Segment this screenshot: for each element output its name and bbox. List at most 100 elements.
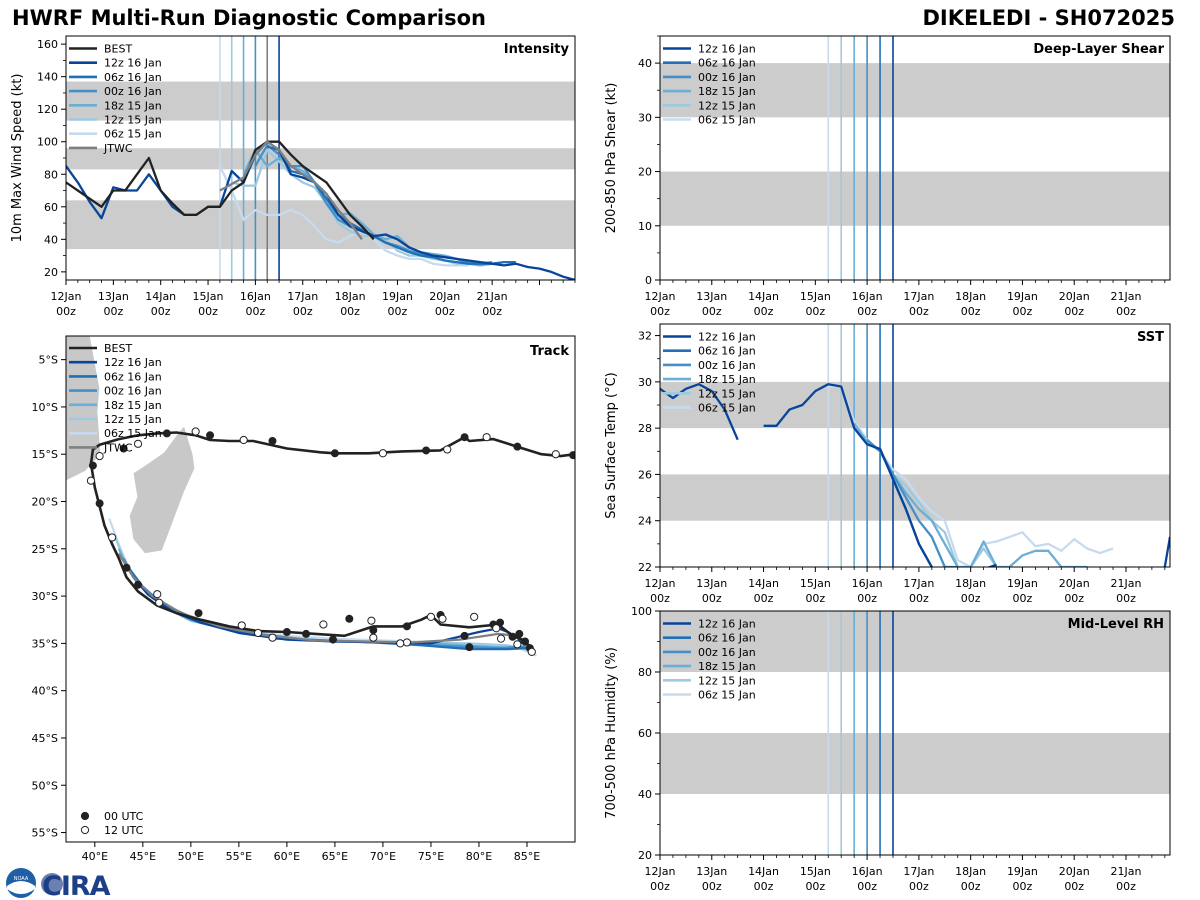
shear-xtick-label2-2: 00z: [754, 305, 774, 318]
rh-frame: [659, 610, 1171, 856]
intensity-xtick-label-7: 19Jan: [382, 290, 413, 303]
rh-legend-label-12z-16-jan: 12z 16 Jan: [698, 618, 756, 631]
track-marker-12utc-1: [482, 433, 491, 442]
sst-legend-label-18z-15-jan: 18z 15 Jan: [698, 373, 756, 386]
sst-xtick-label2-3: 00z: [805, 592, 825, 605]
track-legend-label-12utc: 12 UTC: [104, 824, 144, 837]
shear-legend-label-06z-15-jan: 06z 15 Jan: [698, 114, 756, 127]
track-marker-12utc-17: [369, 633, 378, 642]
track-marker-12utc-3: [378, 449, 388, 458]
track-marker-00utc-12: [134, 580, 143, 589]
rh-xtick-label2-4: 00z: [857, 880, 877, 893]
intensity-xtick-label-8: 20Jan: [429, 290, 460, 303]
intensity-xtick-label2-4: 00z: [246, 305, 266, 318]
track-marker-12utc-22: [492, 624, 501, 633]
intensity-xtick-label2-3: 00z: [198, 305, 218, 318]
track-marker-00utc-13: [194, 609, 203, 618]
sst-legend-label-06z-16-jan: 06z 16 Jan: [698, 345, 756, 358]
rh-legend-label-06z-15-jan: 06z 15 Jan: [698, 689, 756, 702]
shear-xtick-label-7: 19Jan: [1007, 290, 1038, 303]
track-marker-12utc-18: [402, 638, 412, 647]
intensity-xtick-label-0: 12Jan: [51, 290, 82, 303]
track-legend-label-18z-15-jan: 18z 15 Jan: [104, 399, 162, 412]
intensity-series-06z-15-jan: [218, 165, 469, 267]
track-xtick-label-6: 70°E: [370, 850, 396, 863]
track-marker-12utc-23: [496, 634, 506, 643]
track-marker-12utc-9: [107, 533, 117, 542]
shear-xtick-label-8: 20Jan: [1059, 290, 1090, 303]
track-marker-00utc-7: [162, 429, 171, 438]
track-xtick-label-8: 80°E: [466, 850, 492, 863]
rh-ytick-label-20: 20: [638, 849, 652, 862]
shear-xtick-label2-3: 00z: [805, 305, 825, 318]
intensity-xtick-label2-1: 00z: [103, 305, 123, 318]
sst-xtick-label2-1: 00z: [702, 592, 722, 605]
track-marker-12utc-13: [253, 628, 263, 638]
sst-xtick-label-3: 15Jan: [800, 577, 831, 590]
track-ytick-label-5: 30°S: [32, 590, 58, 603]
rh-legend-label-12z-15-jan: 12z 15 Jan: [698, 674, 756, 687]
rh-xtick-label2-7: 00z: [1013, 880, 1033, 893]
rh-xtick-label2-8: 00z: [1064, 880, 1084, 893]
rh-ytick-label-40: 40: [638, 788, 652, 801]
shear-xtick-label2-5: 00z: [909, 305, 929, 318]
sst-ytick-label-32: 32: [638, 330, 652, 343]
intensity-xtick-label2-6: 00z: [340, 305, 360, 318]
intensity-legend-label-best: BEST: [104, 43, 132, 56]
shear-frame: [659, 35, 1171, 281]
land-madagascar: [129, 425, 196, 554]
intensity-ytick-label-80: 80: [44, 168, 58, 181]
rh-ytick-label-80: 80: [638, 666, 652, 679]
rh-xtick-label-0: 12Jan: [645, 865, 676, 878]
rh-xtick-label-6: 18Jan: [955, 865, 986, 878]
track-marker-12utc-16: [367, 616, 376, 625]
track-legend-marker-12utc: [80, 825, 90, 835]
sst-ytick-label-24: 24: [638, 515, 652, 528]
shear-xtick-label-0: 12Jan: [645, 290, 676, 303]
intensity-legend-label-18z-15-jan: 18z 15 Jan: [104, 99, 162, 112]
sst-xtick-label-7: 19Jan: [1007, 577, 1038, 590]
intensity-legend-label-06z-15-jan: 06z 15 Jan: [104, 128, 162, 141]
sst-xtick-label-8: 20Jan: [1059, 577, 1090, 590]
shear-xtick-label-6: 18Jan: [955, 290, 986, 303]
intensity-xtick-label-9: 21Jan: [477, 290, 508, 303]
rh-ytick-label-100: 100: [631, 605, 652, 618]
rh-plot-area: [660, 611, 1170, 855]
shear-legend-label-18z-15-jan: 18z 15 Jan: [698, 85, 756, 98]
track-marker-00utc-16: [345, 614, 354, 623]
intensity-series-jtwc: [219, 140, 363, 240]
cira-globe-icon: [41, 873, 63, 895]
intensity-xtick-label-2: 14Jan: [145, 290, 176, 303]
track-marker-00utc-15: [302, 629, 311, 638]
track-xtick-label-5: 65°E: [322, 850, 348, 863]
track-marker-00utc-18: [402, 622, 411, 631]
rh-xtick-label2-9: 00z: [1116, 880, 1136, 893]
intensity-series-best: [66, 140, 375, 241]
track-marker-12utc-8: [86, 476, 96, 485]
track-marker-12utc-26: [396, 639, 405, 648]
noaa-wave-icon: [7, 881, 35, 894]
track-legend-label-best: BEST: [104, 342, 132, 355]
intensity-ytick-label-160: 160: [37, 38, 58, 51]
shear-ytick-label-30: 30: [638, 111, 652, 124]
rh-xtick-label2-5: 00z: [909, 880, 929, 893]
sst-panel-title: SST: [1137, 330, 1164, 345]
shear-ytick-label-10: 10: [638, 220, 652, 233]
sst-xtick-label2-7: 00z: [1013, 592, 1033, 605]
shear-ytick-label-40: 40: [638, 57, 652, 70]
track-ytick-label-10: 55°S: [32, 827, 58, 840]
rh-legend-label-00z-16-jan: 00z 16 Jan: [698, 646, 756, 659]
intensity-xtick-label-4: 16Jan: [240, 290, 271, 303]
track-xtick-label-9: 85°E: [514, 850, 540, 863]
track-marker-00utc-11: [122, 563, 131, 572]
track-marker-00utc-2: [460, 433, 469, 442]
track-marker-00utc-14: [282, 628, 291, 637]
sst-legend-label-12z-15-jan: 12z 15 Jan: [698, 387, 756, 400]
rh-band-0: [660, 733, 1170, 794]
sst-xtick-label-4: 16Jan: [852, 577, 883, 590]
sst-xtick-label2-2: 00z: [754, 592, 774, 605]
storm-id-title: DIKELEDI - SH072025: [922, 6, 1175, 30]
sst-ytick-label-26: 26: [638, 468, 652, 481]
intensity-frame: [65, 35, 576, 281]
track-marker-00utc-26: [521, 637, 530, 646]
